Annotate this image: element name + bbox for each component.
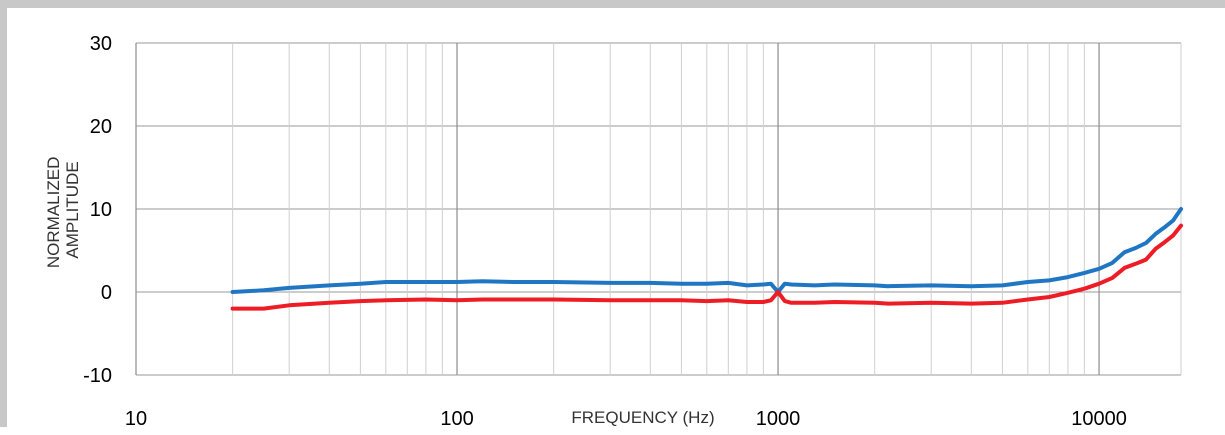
y-tick-label: 30 (90, 33, 112, 55)
x-tick-label: 100 (440, 408, 473, 430)
y-tick-label: 20 (90, 116, 112, 138)
y-axis-title: NORMALIZED AMPLITUDE (44, 152, 82, 268)
x-tick-label: 1000 (756, 408, 801, 430)
y-axis-title-line-1: NORMALIZED (44, 157, 63, 268)
y-tick-labels: -10 0 10 20 30 (83, 33, 112, 387)
x-tick-label: 10 (125, 408, 147, 430)
x-axis-title: FREQUENCY (Hz) (571, 408, 714, 427)
frequency-response-chart: -10 0 10 20 30 10 100 1000 10000 FREQUENCY (Hz)… (44, 33, 1183, 430)
grid-lines (135, 42, 1182, 376)
series-lines (230, 207, 1183, 311)
y-axis-title-line-2: AMPLITUDE (63, 161, 82, 258)
y-tick-label: -10 (83, 365, 112, 387)
series-line-2 (230, 223, 1183, 311)
x-tick-label: 10000 (1071, 408, 1127, 430)
series-line-1 (230, 207, 1183, 294)
y-tick-label: 10 (90, 199, 112, 221)
y-tick-label: 0 (101, 282, 112, 304)
x-tick-labels: 10 100 1000 10000 (125, 408, 1127, 430)
